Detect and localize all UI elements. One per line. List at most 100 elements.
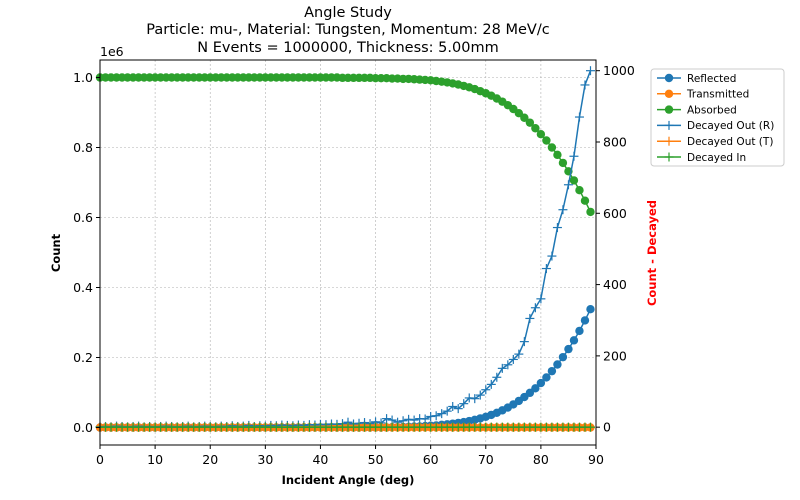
decayed-out-r-point [492, 372, 502, 382]
decayed-out-r-point [547, 251, 557, 261]
reflected-point [531, 384, 540, 393]
absorbed-point [536, 130, 546, 139]
legend-item-transmitted: Transmitted [657, 89, 749, 101]
reflected-point [542, 373, 551, 382]
legend-marker [664, 136, 674, 146]
decayed-out-r-point [525, 313, 535, 323]
decayed-out-r-point [530, 303, 540, 313]
x-tick-label: 0 [96, 452, 104, 467]
y-offset-text: 1e6 [100, 44, 124, 59]
decayed-out-r-point [448, 402, 458, 411]
decayed-out-r-point [464, 393, 474, 403]
title-line-1: Angle Study [304, 5, 392, 21]
series-decayed-in [95, 422, 595, 432]
decayed-out-r-point [585, 66, 595, 76]
legend-item-decayed-out-t: Decayed Out (T) [657, 136, 773, 148]
decayed-out-r-point [503, 360, 513, 370]
decayed-out-r-point [558, 205, 568, 215]
y-axis-label-right: Count - Decayed [645, 200, 659, 306]
absorbed-point [547, 143, 557, 152]
decayed-out-r-point [514, 349, 524, 359]
decayed-out-r-point [453, 404, 463, 414]
reflected-point [536, 378, 546, 388]
decayed-out-r-point [481, 385, 491, 395]
decayed-out-r-point [552, 223, 562, 233]
absorbed-point [553, 150, 562, 160]
y-tick-label: 0.4 [73, 280, 93, 295]
decayed-out-r-point [519, 337, 529, 347]
legend-item-reflected: Reflected [657, 73, 736, 85]
decayed-out-r-point [536, 294, 546, 304]
decayed-out-r-point [431, 411, 441, 421]
plot-area-frame [99, 59, 597, 446]
decayed-out-r-point [475, 390, 485, 400]
y-tick-label: 1.0 [73, 70, 93, 85]
decayed-in-point [585, 422, 595, 432]
absorbed-point [580, 196, 590, 205]
legend-label: Transmitted [686, 89, 749, 101]
y-tick-label: 0.8 [73, 140, 93, 155]
absorbed-point [542, 136, 551, 145]
x-tick-label: 70 [478, 452, 494, 467]
absorbed-point [531, 124, 540, 133]
reflected-point [586, 305, 595, 314]
reflected-point [569, 336, 579, 345]
decayed-out-r-point [459, 399, 469, 409]
decayed-out-r-point [437, 409, 447, 419]
x-tick-label: 50 [368, 452, 384, 467]
legend-frame [650, 68, 785, 167]
legend: Reflected Transmitted Absorbed Decayed Out … [650, 68, 785, 167]
decayed-out-r-point [563, 180, 573, 190]
decayed-out-r-point [420, 414, 430, 424]
legend-item-decayed-in: Decayed In [657, 152, 746, 164]
y-right-tick-label: 600 [603, 206, 627, 221]
y-tick-label: 0.0 [73, 420, 93, 435]
reflected-point [558, 352, 568, 362]
x-tick-label: 40 [312, 452, 328, 467]
absorbed-point [520, 113, 529, 122]
x-tick-label: 10 [147, 452, 163, 467]
legend-label: Absorbed [687, 104, 737, 116]
absorbed-point [586, 207, 595, 217]
decayed-out-r-point [382, 414, 392, 424]
y-right-tick-label: 1000 [603, 63, 635, 78]
legend-marker [664, 105, 674, 114]
chart-title: Angle Study Particle: mu-, Material: Tun… [146, 5, 549, 56]
series-reflected [95, 305, 595, 432]
y-right-tick-label: 400 [603, 277, 627, 292]
y-right-tick-label: 800 [603, 134, 627, 149]
legend-item-absorbed: Absorbed [657, 104, 737, 116]
absorbed-point [575, 186, 584, 195]
legend-label: Decayed Out (T) [687, 136, 773, 148]
decayed-out-r-point [470, 394, 480, 404]
decayed-out-r-line [99, 70, 592, 428]
x-tick-label: 20 [202, 452, 218, 467]
y-tick-label: 0.6 [73, 210, 93, 225]
series-absorbed [95, 73, 595, 217]
y-right-tick-label: 200 [603, 348, 627, 363]
reflected-point [547, 366, 557, 376]
reflected-line [100, 308, 592, 429]
legend-item-decayed-out-r: Decayed Out (R) [657, 120, 774, 132]
legend-label: Reflected [687, 73, 736, 85]
reflected-point [580, 316, 590, 325]
legend-marker [664, 120, 674, 130]
x-tick-label: 60 [423, 452, 439, 467]
decayed-out-r-point [426, 411, 436, 421]
legend-marker [664, 89, 674, 99]
y-right-tick-label: 0 [603, 420, 611, 435]
decayed-out-r-point [574, 112, 584, 122]
decayed-out-r-point [486, 379, 496, 389]
decayed-out-r-point [569, 151, 579, 161]
y-axis-label: Count [49, 233, 63, 272]
legend-label: Decayed Out (R) [687, 120, 774, 132]
reflected-point [564, 344, 573, 354]
decayed-out-r-point [541, 264, 551, 274]
title-line-2: Particle: mu-, Material: Tungsten, Momen… [146, 22, 549, 38]
absorbed-line [100, 76, 592, 213]
absorbed-point [525, 118, 535, 127]
series-decayed-out-r [95, 66, 595, 432]
reflected-point [553, 360, 562, 369]
reflected-point [575, 326, 584, 336]
